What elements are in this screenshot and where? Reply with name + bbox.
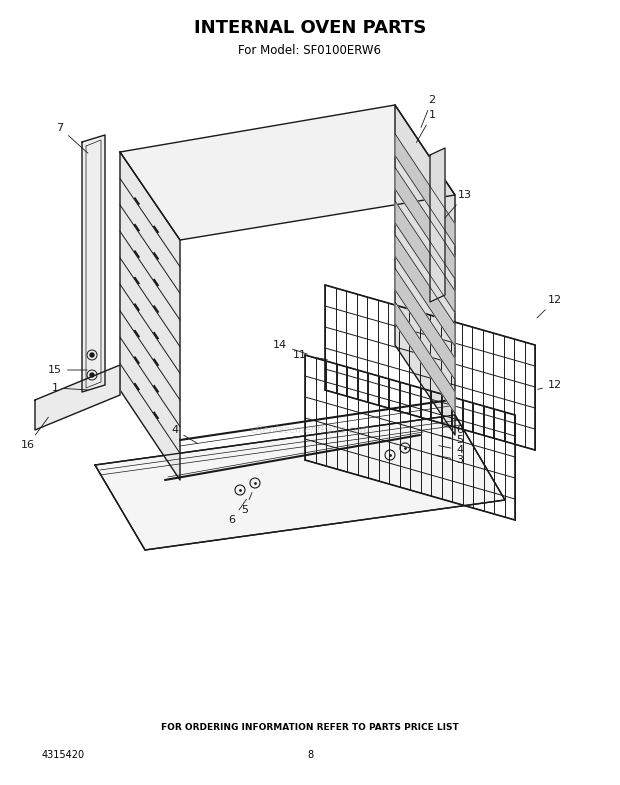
Polygon shape [82, 135, 105, 392]
Text: 6: 6 [229, 499, 246, 525]
Text: 6: 6 [443, 425, 464, 435]
Polygon shape [395, 301, 455, 414]
Circle shape [90, 353, 94, 357]
Text: 2: 2 [421, 95, 436, 127]
Text: 4: 4 [172, 425, 198, 444]
Polygon shape [95, 415, 505, 550]
Polygon shape [395, 268, 455, 380]
Text: 1: 1 [51, 383, 87, 393]
Text: 12: 12 [538, 380, 562, 390]
Text: 13: 13 [445, 190, 472, 218]
Text: 14: 14 [273, 340, 308, 354]
Text: 11: 11 [293, 350, 327, 360]
Text: 16: 16 [21, 418, 48, 450]
Polygon shape [430, 148, 445, 302]
Polygon shape [395, 167, 455, 279]
Polygon shape [120, 105, 455, 240]
Text: FOR ORDERING INFORMATION REFER TO PARTS PRICE LIST: FOR ORDERING INFORMATION REFER TO PARTS … [161, 724, 459, 732]
Text: 4315420: 4315420 [42, 750, 85, 760]
Text: 5: 5 [441, 435, 464, 445]
Text: For Model: SF0100ERW6: For Model: SF0100ERW6 [239, 43, 381, 57]
Polygon shape [120, 152, 180, 480]
Text: 7: 7 [56, 123, 88, 153]
Polygon shape [395, 105, 455, 435]
Text: 4: 4 [439, 445, 464, 455]
Text: 15: 15 [48, 365, 87, 375]
Text: 1: 1 [417, 110, 435, 143]
Polygon shape [395, 201, 455, 312]
Text: 8: 8 [307, 750, 313, 760]
Text: 3: 3 [436, 455, 464, 465]
Polygon shape [395, 235, 455, 346]
Text: eReplacementParts.com: eReplacementParts.com [250, 425, 370, 435]
Polygon shape [35, 365, 120, 430]
Text: INTERNAL OVEN PARTS: INTERNAL OVEN PARTS [194, 19, 426, 37]
Text: 5: 5 [242, 492, 252, 515]
Polygon shape [395, 133, 455, 246]
Circle shape [90, 373, 94, 377]
Text: 12: 12 [537, 295, 562, 318]
